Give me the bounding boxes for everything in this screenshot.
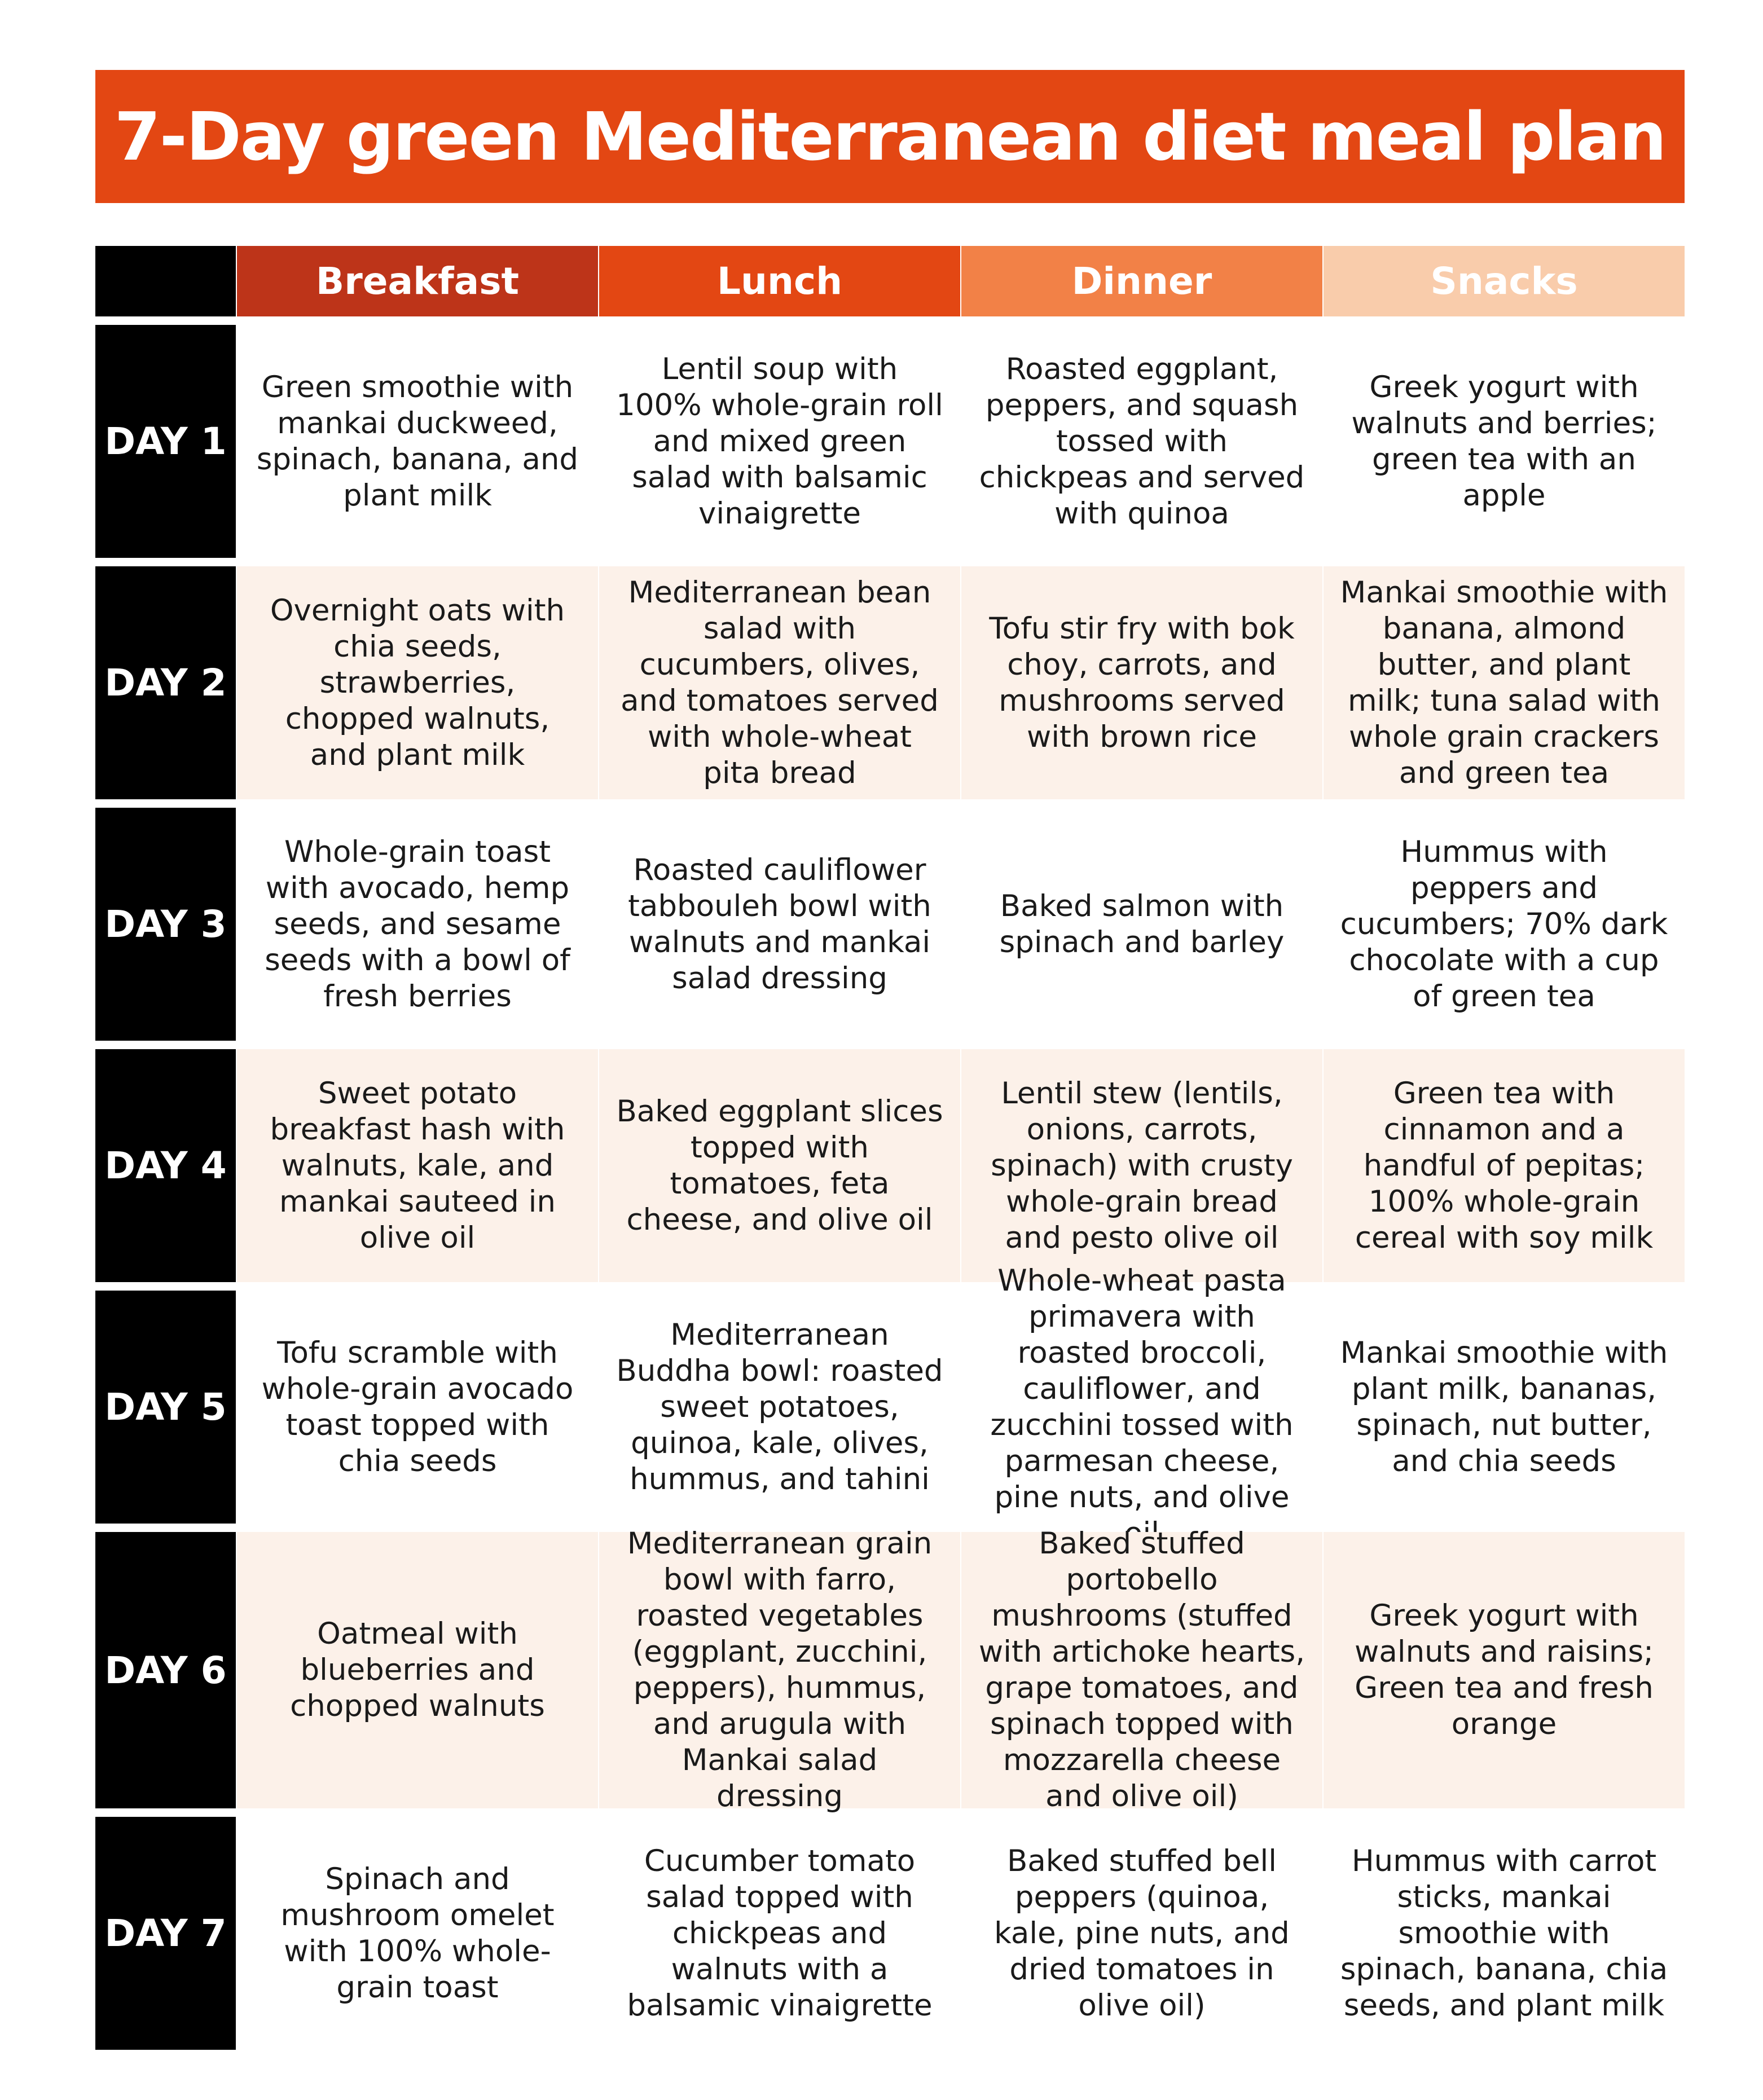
snacks-cell: Greek yogurt with walnuts and raisins; G… xyxy=(1324,1532,1685,1808)
column-header-dinner: Dinner xyxy=(961,246,1322,316)
snacks-cell: Hummus with peppers and cucumbers; 70% d… xyxy=(1340,834,1668,1014)
column-header-snacks: Snacks xyxy=(1324,246,1685,316)
lunch-cell: Roasted cauliflower tabbouleh bowl with … xyxy=(628,852,931,996)
day-label: DAY 3 xyxy=(95,808,236,1041)
lunch-cell: Cucumber tomato salad topped with chickp… xyxy=(627,1843,933,2023)
breakfast-cell: Sweet potato breakfast hash with walnuts… xyxy=(237,1049,598,1282)
lunch-cell: Mediterranean Buddha bowl: roasted sweet… xyxy=(616,1317,943,1496)
lunch-cell: Baked eggplant slices topped with tomato… xyxy=(599,1049,960,1282)
snacks-cell: Mankai smoothie with banana, almond butt… xyxy=(1324,566,1685,799)
lunch-cell: Lentil soup with 100% whole-grain roll a… xyxy=(616,351,943,531)
table-corner xyxy=(95,246,236,316)
dinner-cell: Baked stuffed portobello mushrooms (stuf… xyxy=(961,1526,1322,1813)
dinner-cell: Baked salmon with spinach and barley xyxy=(999,888,1285,959)
title-banner: 7-Day green Mediterranean diet meal plan xyxy=(95,70,1685,203)
breakfast-cell: Tofu scramble with whole-grain avocado t… xyxy=(261,1335,574,1478)
breakfast-cell: Whole-grain toast with avocado, hemp see… xyxy=(265,834,570,1014)
breakfast-cell: Green smoothie with mankai duckweed, spi… xyxy=(256,369,579,513)
lunch-cell: Mediterranean grain bowl with farro, roa… xyxy=(599,1526,960,1813)
column-header-breakfast: Breakfast xyxy=(237,246,598,316)
day-label: DAY 4 xyxy=(95,1049,236,1282)
snacks-cell: Greek yogurt with walnuts and berries; g… xyxy=(1351,369,1657,513)
snacks-cell: Green tea with cinnamon and a handful of… xyxy=(1324,1049,1685,1282)
lunch-cell: Mediterranean bean salad with cucumbers,… xyxy=(599,566,960,799)
dinner-cell: Tofu stir fry with bok choy, carrots, an… xyxy=(961,566,1322,799)
meal-plan-table: Breakfast Lunch Dinner Snacks DAY 1 Gree… xyxy=(95,246,1685,2050)
dinner-cell: Roasted eggplant, peppers, and squash to… xyxy=(979,351,1305,531)
breakfast-cell: Overnight oats with chia seeds, strawber… xyxy=(237,566,598,799)
column-header-lunch: Lunch xyxy=(599,246,960,316)
snacks-cell: Hummus with carrot sticks, mankai smooth… xyxy=(1340,1843,1668,2023)
dinner-cell: Lentil stew (lentils, onions, carrots, s… xyxy=(961,1049,1322,1282)
day-label: DAY 5 xyxy=(95,1291,236,1524)
day-label: DAY 2 xyxy=(95,566,236,799)
breakfast-cell: Spinach and mushroom omelet with 100% wh… xyxy=(280,1861,555,2005)
breakfast-cell: Oatmeal with blueberries and chopped wal… xyxy=(237,1532,598,1808)
day-label: DAY 1 xyxy=(95,325,236,558)
snacks-cell: Mankai smoothie with plant milk, bananas… xyxy=(1340,1335,1668,1478)
dinner-cell: Whole-wheat pasta primavera with roasted… xyxy=(990,1263,1294,1551)
dinner-cell: Baked stuffed bell peppers (quinoa, kale… xyxy=(994,1843,1290,2023)
page-title: 7-Day green Mediterranean diet meal plan xyxy=(114,98,1667,175)
day-label: DAY 7 xyxy=(95,1817,236,2050)
day-label: DAY 6 xyxy=(95,1532,236,1808)
